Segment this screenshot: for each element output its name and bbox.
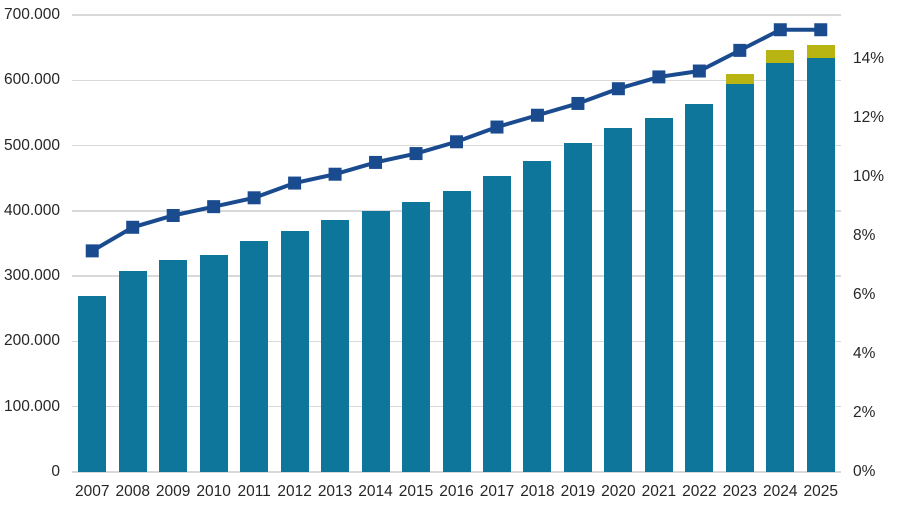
- line-square-marker: [409, 147, 423, 161]
- x-axis-year-label: 2012: [277, 483, 312, 500]
- line-square-marker: [328, 167, 342, 181]
- x-axis-year-label: 2019: [560, 483, 596, 500]
- right-axis-tick-label: 2%: [853, 404, 876, 422]
- bar: [725, 83, 754, 472]
- bar: [482, 175, 511, 472]
- line-square-marker: [814, 23, 828, 37]
- right-axis-tick-label: 12%: [853, 109, 885, 127]
- bar: [685, 103, 714, 472]
- bar: [442, 190, 471, 472]
- line-square-marker: [530, 108, 544, 122]
- left-axis-tick-label: 200.000: [3, 332, 60, 350]
- x-axis-year-label: 2017: [479, 483, 515, 500]
- right-axis-tick-label: 4%: [853, 345, 876, 363]
- left-axis-tick-label: 500.000: [3, 136, 60, 154]
- line-square-marker: [652, 70, 666, 84]
- right-axis-tick-label: 10%: [853, 168, 885, 186]
- line-square-marker: [773, 23, 787, 37]
- line-square-marker: [692, 64, 706, 78]
- x-axis-year-label: 2010: [196, 483, 231, 500]
- bar: [361, 210, 390, 472]
- bar-cap: [766, 50, 795, 64]
- line-square-marker: [571, 96, 585, 110]
- x-axis-year-label: 2008: [115, 483, 150, 500]
- bar: [644, 118, 673, 472]
- line-square-marker: [247, 191, 261, 205]
- line-square-marker: [369, 155, 383, 169]
- right-axis-tick-label: 6%: [853, 286, 876, 304]
- left-axis-tick-label: 100.000: [3, 397, 60, 415]
- x-axis-year-label: 2022: [682, 483, 717, 500]
- x-axis-year-label: 2009: [155, 483, 191, 500]
- gridline: [72, 14, 841, 16]
- left-axis-tick-label: 700.000: [3, 6, 60, 23]
- bar: [766, 63, 795, 472]
- bar: [159, 259, 188, 472]
- x-axis-year-label: 2024: [763, 483, 798, 500]
- bar-cap: [725, 73, 754, 84]
- left-axis-tick-label: 0: [51, 463, 60, 480]
- bar: [806, 58, 835, 472]
- right-axis-tick-label: 8%: [853, 227, 876, 245]
- line-square-marker: [126, 220, 140, 234]
- x-axis-year-label: 2021: [641, 483, 677, 500]
- line-square-marker: [611, 82, 625, 96]
- line-square-marker: [490, 120, 504, 134]
- bar: [604, 127, 633, 472]
- x-axis-year-label: 2014: [358, 483, 393, 500]
- x-axis-year-label: 2020: [601, 483, 636, 500]
- x-axis-year-label: 2011: [237, 483, 271, 500]
- bar: [78, 295, 107, 472]
- line-square-marker: [450, 135, 463, 149]
- x-axis-year-label: 2007: [74, 483, 110, 500]
- x-axis-year-label: 2013: [317, 483, 353, 500]
- right-axis-tick-label: 0%: [853, 463, 876, 480]
- bar: [402, 202, 431, 472]
- bar: [321, 219, 350, 472]
- line-square-marker: [733, 43, 747, 57]
- left-axis-tick-label: 600.000: [3, 71, 60, 89]
- left-axis-tick-label: 400.000: [3, 201, 60, 219]
- bar: [563, 142, 592, 472]
- x-axis-year-label: 2018: [520, 483, 555, 500]
- line-square-marker: [85, 244, 99, 258]
- line-square-marker: [288, 176, 302, 190]
- right-axis-tick-label: 14%: [853, 50, 885, 68]
- x-axis-year-label: 2025: [803, 483, 838, 500]
- bar-cap: [806, 45, 835, 59]
- bar: [199, 255, 228, 472]
- x-axis-year-label: 2023: [722, 483, 758, 500]
- x-axis-line: [72, 471, 841, 473]
- x-axis-year-label: 2015: [398, 483, 434, 500]
- left-axis-tick-label: 300.000: [3, 267, 60, 285]
- x-axis-year-label: 2016: [439, 483, 474, 500]
- bar: [118, 270, 147, 472]
- bar: [280, 231, 309, 472]
- bar: [240, 240, 269, 472]
- bar: [523, 161, 552, 472]
